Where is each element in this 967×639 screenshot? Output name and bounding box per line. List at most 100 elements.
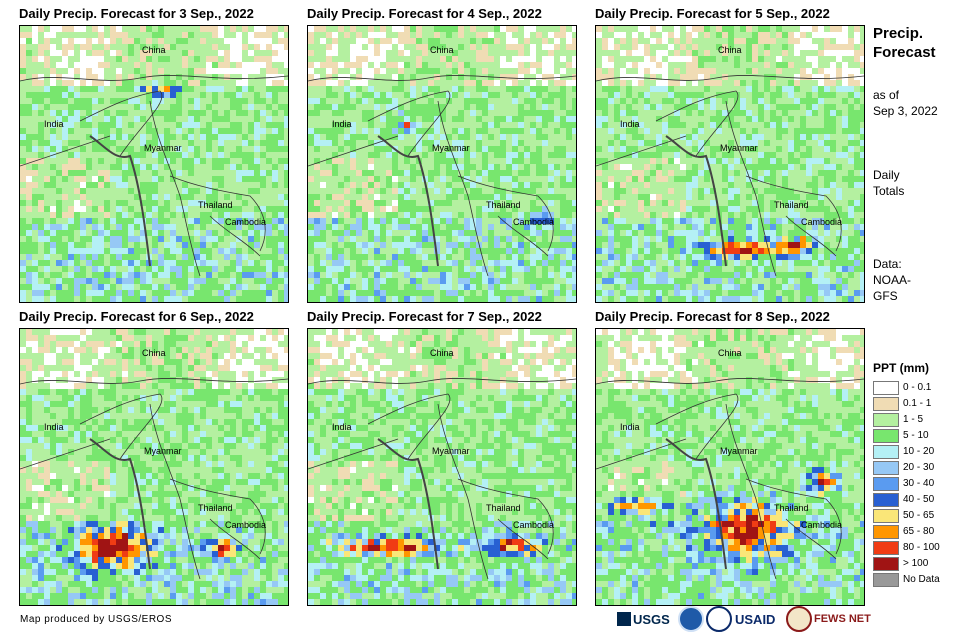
place-label-myanmar: Myanmar [144,446,182,456]
precip-map: China India Myanmar Thailand Cambodia [595,328,865,606]
data-source-line1: Data: [873,257,902,271]
legend-label: 30 - 40 [903,478,935,489]
place-label-china: China [142,45,166,55]
precip-map: China India Myanmar Thailand Cambodia [19,328,289,606]
precip-map: China India Myanmar Thailand Cambodia [19,25,289,303]
legend-label: 5 - 10 [903,430,929,441]
place-label-thailand: Thailand [774,200,809,210]
legend-label: No Data [903,574,940,585]
data-source-line2: NOAA- [873,273,912,287]
legend-swatch [873,445,899,459]
panel-title: Daily Precip. Forecast for 7 Sep., 2022 [307,309,542,324]
daily-totals: Daily Totals [873,167,904,199]
legend-label: 40 - 50 [903,494,935,505]
legend-swatch [873,413,899,427]
precip-raster: China India Myanmar Thailand Cambodia [596,329,864,605]
place-label-cambodia: Cambodia [513,217,554,227]
panel-title: Daily Precip. Forecast for 5 Sep., 2022 [595,6,830,21]
legend-item: > 100 [873,557,963,571]
as-of-label: as of [873,88,900,102]
place-label-india: India [620,422,640,432]
legend-label: > 100 [903,558,929,569]
precip-raster: China India Myanmar Thailand Cambodia [308,26,576,302]
sidebar-title-line2: Forecast [873,44,936,61]
legend-item: 80 - 100 [873,541,963,555]
place-label-china: China [430,348,454,358]
panel-title: Daily Precip. Forecast for 4 Sep., 2022 [307,6,542,21]
data-source: Data: NOAA- GFS [873,256,911,304]
legend-item: 1 - 5 [873,413,963,427]
legend-label: 80 - 100 [903,542,940,553]
place-label-myanmar: Myanmar [432,446,470,456]
legend-swatch [873,573,899,587]
precip-raster: China India Myanmar Thailand Cambodia [596,26,864,302]
legend-item: 5 - 10 [873,429,963,443]
legend-swatch [873,557,899,571]
place-label-myanmar: Myanmar [720,143,758,153]
usgs-logo-text: USGS [633,611,670,627]
as-of-value: Sep 3, 2022 [873,104,938,118]
place-label-china: China [718,348,742,358]
place-label-china: China [142,348,166,358]
place-label-china: China [430,45,454,55]
legend-label: 1 - 5 [903,414,924,425]
legend-swatch [873,541,899,555]
precip-raster: China India Myanmar Thailand Cambodia [20,329,288,605]
as-of-date: as of Sep 3, 2022 [873,87,938,119]
place-label-cambodia: Cambodia [513,520,554,530]
place-label-india: India [620,119,640,129]
legend-item: 10 - 20 [873,445,963,459]
data-source-line3: GFS [873,289,898,303]
place-label-thailand: Thailand [486,200,521,210]
place-label-myanmar: Myanmar [432,143,470,153]
place-label-cambodia: Cambodia [225,520,266,530]
fewsnet-logo-text: FEWS NET [814,613,871,625]
sidebar-title: Precip. Forecast [873,24,936,62]
legend-swatch [873,525,899,539]
map-credit: Map produced by USGS/EROS [20,614,173,625]
legend-label: 50 - 65 [903,510,935,521]
place-label-thailand: Thailand [486,503,521,513]
legend-swatch [873,397,899,411]
place-label-cambodia: Cambodia [801,520,842,530]
legend-title: PPT (mm) [873,361,930,375]
legend-item: 65 - 80 [873,525,963,539]
usaid-logo-text: USAID [735,611,776,627]
place-label-myanmar: Myanmar [720,446,758,456]
legend-item: 40 - 50 [873,493,963,507]
legend-label: 20 - 30 [903,462,935,473]
precip-map: China India Myanmar Thailand Cambodia [595,25,865,303]
panel-title: Daily Precip. Forecast for 8 Sep., 2022 [595,309,830,324]
legend-label: 0 - 0.1 [903,382,932,393]
precip-map: China India Myanmar Thailand Cambodia [307,328,577,606]
precip-raster: China India Myanmar Thailand Cambodia [308,329,576,605]
precip-raster: China India Myanmar Thailand Cambodia [20,26,288,302]
place-label-india: India [332,422,352,432]
place-label-india: India [44,422,64,432]
legend-item: 50 - 65 [873,509,963,523]
legend-item: 0 - 0.1 [873,381,963,395]
place-label-myanmar: Myanmar [144,143,182,153]
place-label-thailand: Thailand [198,200,233,210]
usaid-logo: USAID [706,606,775,632]
legend-swatch [873,381,899,395]
daily-totals-line1: Daily [873,168,900,182]
usgs-logo: USGS [617,606,670,632]
legend-label: 65 - 80 [903,526,935,537]
legend-swatch [873,461,899,475]
place-label-thailand: Thailand [774,503,809,513]
panel-title: Daily Precip. Forecast for 6 Sep., 2022 [19,309,254,324]
daily-totals-line2: Totals [873,184,905,198]
legend-item: 0.1 - 1 [873,397,963,411]
noaa-logo-icon [678,606,704,632]
legend-swatch [873,477,899,491]
fewsnet-logo: FEWS NET [786,606,871,632]
legend-label: 0.1 - 1 [903,398,932,409]
sidebar-title-line1: Precip. [873,25,924,42]
place-label-thailand: Thailand [198,503,233,513]
place-label-china: China [718,45,742,55]
legend-swatch [873,509,899,523]
precip-map: China India Myanmar Thailand Cambodia [307,25,577,303]
usaid-seal-icon [706,606,732,632]
legend-item: No Data [873,573,963,587]
